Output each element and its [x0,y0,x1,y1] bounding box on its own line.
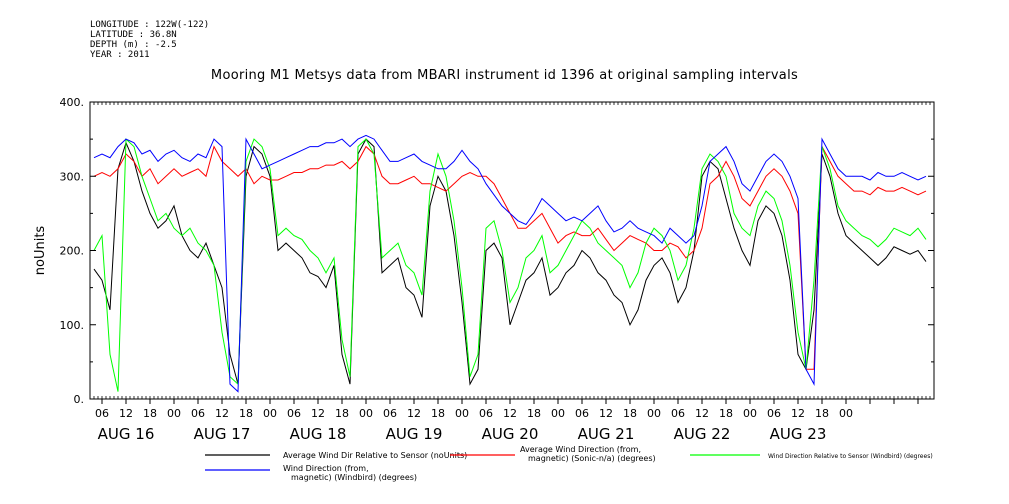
day-label: AUG 23 [770,425,827,443]
hour-tick-label: 00 [455,407,469,420]
hour-tick-label: 00 [647,407,661,420]
legend-label-1: Average Wind Direction (from, [520,445,641,454]
hour-tick-label: 06 [383,407,397,420]
hour-tick-label: 06 [479,407,493,420]
y-tick-label: 200. [60,245,85,258]
day-label: AUG 20 [482,425,539,443]
hour-tick-label: 06 [287,407,301,420]
day-label: AUG 16 [98,425,155,443]
hour-tick-label: 12 [599,407,613,420]
hour-tick-label: 18 [815,407,829,420]
legend-label-3: magnetic) (Windbird) (degrees) [291,473,417,482]
hour-tick-label: 12 [311,407,325,420]
hour-tick-label: 00 [743,407,757,420]
meta-latitude: LATITUDE : 36.8N [90,30,177,40]
series-line-0 [93,138,927,386]
day-label: AUG 19 [386,425,443,443]
day-label: AUG 22 [674,425,731,443]
hour-tick-label: 12 [791,407,805,420]
hour-tick-label: 18 [143,407,157,420]
y-tick-label: 0. [74,393,85,406]
hour-tick-label: 06 [767,407,781,420]
hour-tick-label: 18 [335,407,349,420]
meta-longitude: LONGITUDE : 122W(-122) [90,20,210,30]
hour-tick-label: 12 [503,407,517,420]
hour-tick-label: 12 [695,407,709,420]
hour-tick-label: 06 [191,407,205,420]
metadata-block: LONGITUDE : 122W(-122) LATITUDE : 36.8N … [90,20,209,60]
hour-tick-label: 12 [407,407,421,420]
hour-tick-label: 00 [359,407,373,420]
legend-label-2: Wind Direction Relative to Sensor (Windb… [768,453,933,460]
hour-tick-label: 12 [215,407,229,420]
day-label: AUG 17 [194,425,251,443]
y-tick-label: 100. [60,319,85,332]
chart-title: Mooring M1 Metsys data from MBARI instru… [210,68,799,83]
hour-tick-label: 18 [719,407,733,420]
series-line-2 [93,137,927,392]
meta-depth: DEPTH (m) : -2.5 [90,40,177,50]
meta-year: YEAR : 2011 [90,50,150,60]
hour-tick-label: 18 [431,407,445,420]
y-tick-label: 300. [60,170,85,183]
hour-tick-label: 12 [119,407,133,420]
hour-tick-label: 00 [551,407,565,420]
legend-label-1: magnetic) (Sonic-n/a) (degrees) [528,454,656,463]
series-line-3 [93,134,927,393]
hour-tick-label: 06 [671,407,685,420]
y-axis-label: noUnits [33,226,48,276]
day-label: AUG 18 [290,425,347,443]
legend-label-3: Wind Direction (from, [283,464,369,473]
hour-tick-label: 00 [263,407,277,420]
day-label: AUG 21 [578,425,635,443]
hour-tick-label: 18 [239,407,253,420]
legend-label-0: Average Wind Dir Relative to Sensor (noU… [283,451,467,460]
hour-tick-label: 06 [575,407,589,420]
y-tick-label: 400. [60,96,85,109]
hour-tick-label: 00 [839,407,853,420]
hour-tick-label: 00 [167,407,181,420]
hour-tick-label: 18 [623,407,637,420]
hour-tick-label: 18 [527,407,541,420]
hour-tick-label: 06 [95,407,109,420]
